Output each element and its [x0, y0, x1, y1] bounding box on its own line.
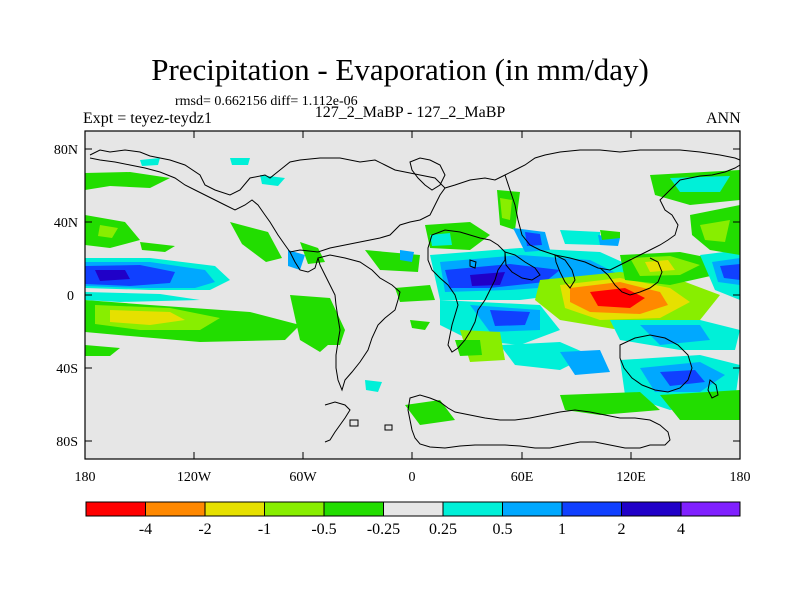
- field-patch: [660, 370, 705, 386]
- field-patch: [500, 198, 512, 220]
- colorbar-box: [383, 501, 444, 517]
- coastline-africa: [427, 229, 506, 353]
- colorbar-label: 0.25: [429, 521, 457, 538]
- field-patch: [410, 320, 430, 330]
- colorbar-labels: -4 -2 -1 -0.5 -0.25 0.25 0.5 1 2 4: [139, 521, 685, 538]
- field-patch: [430, 233, 452, 246]
- field-patch: [560, 392, 660, 415]
- coastlines: [89, 149, 741, 449]
- coastline-south-america: [317, 254, 401, 392]
- rmsd-diff-text: rmsd= 0.662156 diff= 1.112e-06: [175, 94, 358, 109]
- coastline-new-zealand: [707, 379, 719, 399]
- colorbar-label: 4: [677, 521, 685, 538]
- colorbar: [85, 501, 741, 517]
- colorbar-box: [561, 501, 622, 517]
- field-patch: [400, 250, 414, 262]
- y-axis-label: 40S: [56, 362, 78, 377]
- field-patch: [600, 230, 620, 240]
- y-axis-label: 40N: [54, 216, 78, 231]
- coastline-central-america: [289, 251, 319, 273]
- coastline-arabia: [504, 251, 541, 281]
- field-patch: [85, 345, 120, 356]
- field-patch: [560, 350, 610, 375]
- colorbar-box: [621, 501, 682, 517]
- x-axis-label: 120E: [616, 470, 646, 485]
- x-axis-label: 180: [730, 470, 751, 485]
- colorbar-box: [442, 501, 503, 517]
- field-patch: [395, 285, 435, 302]
- field-patch: [670, 176, 730, 192]
- x-axis-label: 0: [409, 470, 416, 485]
- field-patch: [700, 220, 730, 242]
- colorbar-label: -1: [258, 521, 271, 538]
- coastline-north-america: [89, 149, 446, 253]
- field-patch: [640, 325, 710, 345]
- field-patch: [288, 250, 305, 270]
- field-patch: [230, 158, 250, 165]
- coastline-greenland: [409, 157, 446, 191]
- coastline-small-islands: [349, 259, 477, 431]
- plot-title: Precipitation - Evaporation (in mm/day): [151, 52, 649, 87]
- y-axis-label: 80S: [56, 435, 78, 450]
- field-patch: [140, 242, 175, 252]
- coastline-southeast-asia: [599, 257, 663, 296]
- colorbar-box: [680, 501, 741, 517]
- field-patch: [110, 310, 185, 325]
- field-patch: [720, 264, 740, 280]
- experiment-label: Expt = teyez-teydz1: [83, 110, 212, 127]
- field-patch: [230, 222, 282, 262]
- colorbar-label: 1: [558, 521, 566, 538]
- field-patch: [405, 400, 455, 425]
- coastline-antarctica-main: [407, 394, 671, 449]
- colorbar-label: 2: [618, 521, 626, 538]
- field-patch: [490, 310, 530, 326]
- x-axis-label: 180: [75, 470, 96, 485]
- field-patch: [660, 390, 740, 420]
- colorbar-box: [323, 501, 384, 517]
- field-patch: [95, 270, 130, 281]
- coastline-australia: [619, 334, 693, 393]
- x-axis-label: 120W: [177, 470, 212, 485]
- field-patch: [300, 242, 325, 264]
- field-patch: [260, 175, 285, 186]
- colorbar-label: -0.25: [367, 521, 400, 538]
- colorbar-label: -2: [198, 521, 211, 538]
- field-patch: [525, 232, 542, 246]
- colorbar-box: [204, 501, 265, 517]
- y-axis-label: 0: [67, 289, 74, 304]
- colorbar-box: [264, 501, 325, 517]
- subtitle: 127_2_MaBP - 127_2_MaBP: [314, 104, 506, 121]
- colorbar-box: [502, 501, 563, 517]
- season-label: ANN: [706, 110, 741, 127]
- field-patch: [85, 292, 200, 302]
- colorbar-label: 0.5: [493, 521, 513, 538]
- field-patch: [320, 330, 345, 345]
- field-patch: [560, 230, 600, 245]
- field-patch: [85, 172, 170, 190]
- field-patch: [590, 288, 645, 308]
- coastline-india: [554, 254, 576, 289]
- colorbar-label: -4: [139, 521, 152, 538]
- colorbar-label: -0.5: [311, 521, 336, 538]
- x-axis-label: 60E: [511, 470, 534, 485]
- y-axis-label: 80N: [54, 143, 78, 158]
- field-patch: [140, 158, 160, 166]
- x-axis-label: 60W: [289, 470, 317, 485]
- axis-ticks: [84, 131, 741, 459]
- field-patch: [98, 225, 118, 238]
- colorbar-box: [85, 501, 146, 517]
- coastline-antarctica-west: [324, 401, 351, 443]
- coastline-eurasia: [444, 149, 741, 271]
- field-layer: [85, 158, 740, 425]
- field-patch: [365, 380, 382, 392]
- colorbar-box: [145, 501, 206, 517]
